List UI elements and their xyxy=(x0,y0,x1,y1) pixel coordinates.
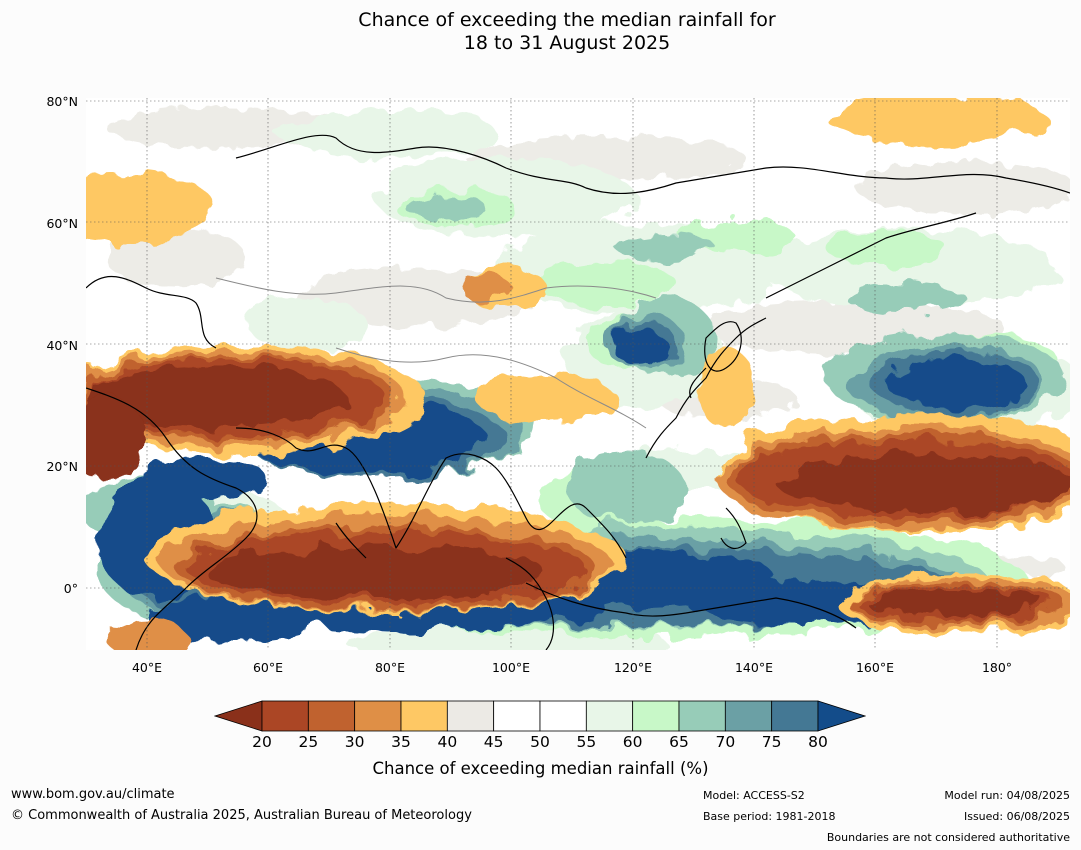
colorbar-cell-60-65 xyxy=(632,700,680,732)
dry-field xyxy=(86,98,1070,650)
colorbar-tick-30: 30 xyxy=(344,733,365,751)
map-title: Chance of exceeding the median rainfall … xyxy=(0,9,1081,55)
colorbar-tick-25: 25 xyxy=(298,733,319,751)
bom-url-link[interactable]: www.bom.gov.au/climate xyxy=(11,787,175,802)
colorbar-tick-80: 80 xyxy=(808,733,828,751)
colorbar-cell-20-25 xyxy=(261,700,309,732)
colorbar-tick-75: 75 xyxy=(761,733,782,751)
issued-date: Issued: 06/08/2025 xyxy=(963,810,1070,823)
colorbar-tick-40: 40 xyxy=(437,733,458,751)
colorbar-cell-30-35 xyxy=(354,700,402,732)
colorbar-cells xyxy=(261,700,819,732)
lon-label-40e: 40°E xyxy=(131,660,163,675)
colorbar-cell-55-60 xyxy=(585,700,634,732)
colorbar-tick-50: 50 xyxy=(530,733,550,751)
lon-label-160e: 160°E xyxy=(855,660,894,675)
lon-label-80e: 80°E xyxy=(374,660,406,675)
colorbar-cell-45-50 xyxy=(493,700,541,732)
colorbar-cell-40-45 xyxy=(446,700,495,732)
rainfall-probability-map xyxy=(86,98,1070,650)
graticule xyxy=(86,98,1070,650)
coastlines xyxy=(86,134,1070,650)
lat-label-40n: 40°N xyxy=(46,338,78,353)
colorbar-cell-75-80 xyxy=(771,700,819,732)
colorbar-cell-25-30 xyxy=(307,700,356,732)
colorbar-cell-50-55 xyxy=(539,700,587,732)
colorbar-title: Chance of exceeding median rainfall (%) xyxy=(372,759,709,778)
colorbar-tick-45: 45 xyxy=(483,733,504,751)
lat-label-60n: 60°N xyxy=(46,216,78,231)
base-period: Base period: 1981-2018 xyxy=(703,810,836,823)
lat-label-80n: 80°N xyxy=(46,94,78,109)
lon-label-140e: 140°E xyxy=(734,660,773,675)
title-line-2: 18 to 31 August 2025 xyxy=(463,32,671,54)
colorbar-tick-60: 60 xyxy=(622,733,643,751)
colorbar-tick-65: 65 xyxy=(669,733,689,751)
colorbar-tick-70: 70 xyxy=(715,733,736,751)
boundaries-note: Boundaries are not considered authoritat… xyxy=(826,831,1070,844)
colorbar-cell-65-70 xyxy=(678,700,726,732)
borders xyxy=(215,277,657,429)
lon-label-180: 180° xyxy=(981,660,1013,675)
lon-label-100e: 100°E xyxy=(491,660,530,675)
colorbar-low-extension xyxy=(214,700,263,732)
colorbar-tick-20: 20 xyxy=(252,733,272,751)
lon-label-60e: 60°E xyxy=(252,660,284,675)
lat-label-0: 0° xyxy=(63,581,78,596)
colorbar xyxy=(214,700,866,732)
copyright-text: © Commonwealth of Australia 2025, Austra… xyxy=(11,808,472,823)
model-run-date: Model run: 04/08/2025 xyxy=(944,789,1070,802)
colorbar-high-extension xyxy=(817,700,866,732)
colorbar-tick-55: 55 xyxy=(576,733,597,751)
lat-label-20n: 20°N xyxy=(46,459,78,474)
lon-label-120e: 120°E xyxy=(613,660,652,675)
colorbar-cell-70-75 xyxy=(724,700,773,732)
colorbar-tick-35: 35 xyxy=(391,733,411,751)
model-name: Model: ACCESS-S2 xyxy=(703,789,805,802)
colorbar-cell-35-40 xyxy=(400,700,448,732)
title-line-1: Chance of exceeding the median rainfall … xyxy=(358,9,776,31)
